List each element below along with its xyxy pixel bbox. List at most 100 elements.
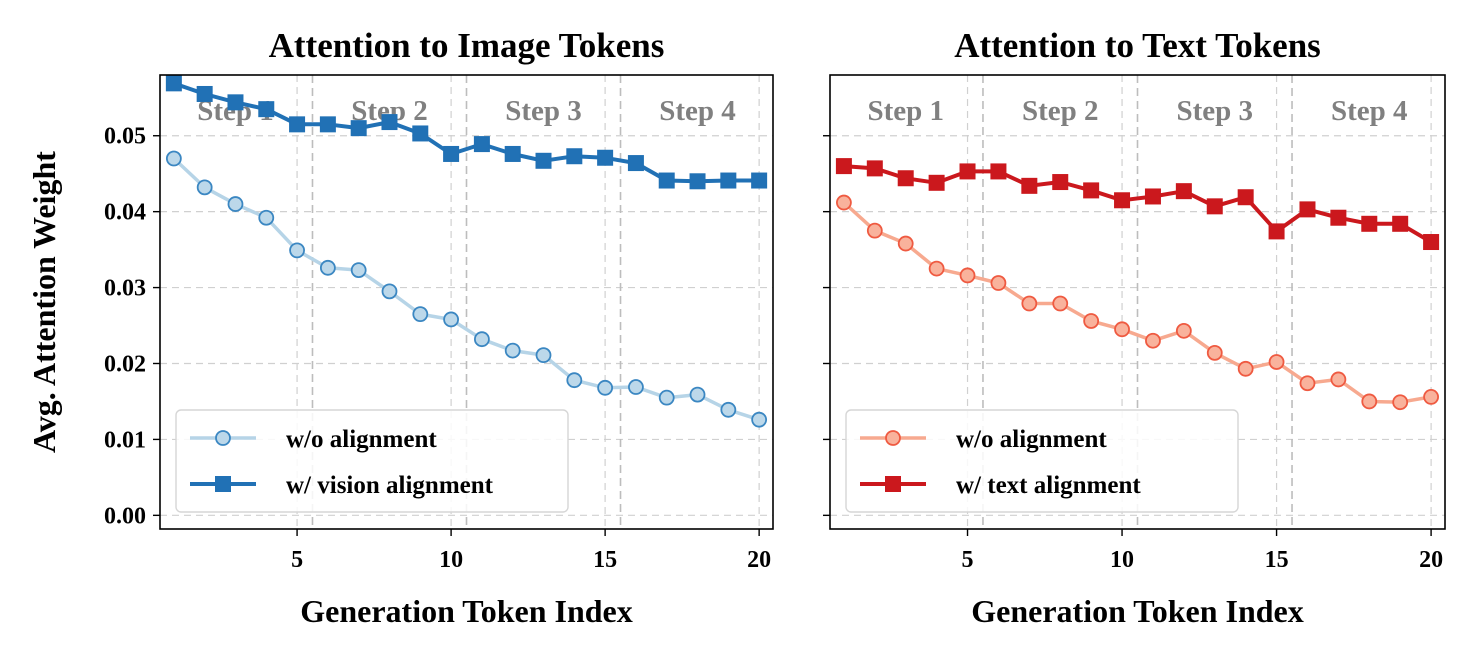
data-point <box>1021 295 1038 312</box>
data-point <box>928 260 945 277</box>
legend-box <box>175 409 569 513</box>
data-point <box>1237 189 1254 206</box>
data-point <box>897 170 914 187</box>
data-point <box>1052 295 1069 312</box>
data-point <box>381 283 398 300</box>
data-point <box>835 158 852 175</box>
data-point <box>751 172 768 189</box>
data-point <box>1361 393 1378 410</box>
data-point <box>1361 215 1378 232</box>
data-point <box>751 411 768 428</box>
y-tick-label: 0.01 <box>104 427 146 453</box>
data-point <box>412 306 429 323</box>
data-point <box>1114 192 1131 209</box>
data-point <box>990 163 1007 180</box>
data-point <box>412 125 429 142</box>
data-point <box>1237 360 1254 377</box>
legend-marker <box>215 476 231 492</box>
data-point <box>196 85 213 102</box>
data-point <box>381 114 398 131</box>
step-label: Step 3 <box>505 95 582 127</box>
series-circle <box>836 194 1439 411</box>
data-point <box>1392 215 1409 232</box>
y-tick-label: 0.03 <box>104 276 146 302</box>
data-point <box>720 401 737 418</box>
y-tick-label: 0.05 <box>104 124 146 150</box>
data-point <box>319 259 336 276</box>
series-square <box>165 75 768 190</box>
data-point <box>350 120 367 137</box>
x-axis-label: Generation Token Index <box>300 593 633 629</box>
data-point <box>1268 223 1285 240</box>
data-point <box>1423 388 1439 405</box>
step-label: Step 4 <box>1331 95 1408 127</box>
data-point <box>866 160 883 177</box>
axes-frame <box>829 74 1446 530</box>
legend-box <box>845 409 1239 513</box>
legend-label: w/o alignment <box>286 426 437 453</box>
data-point <box>597 379 614 396</box>
x-axis-label: Generation Token Index <box>971 593 1304 629</box>
series-circle <box>165 150 768 428</box>
data-point <box>535 347 552 364</box>
data-point <box>319 116 336 133</box>
x-tick-label: 15 <box>593 547 617 573</box>
chart-title: Attention to Image Tokens <box>269 26 665 65</box>
data-point <box>928 174 945 191</box>
data-point <box>959 163 976 180</box>
legend-label: w/ text alignment <box>956 472 1141 499</box>
data-point <box>474 331 490 348</box>
data-point <box>720 172 737 189</box>
chart-title: Attention to Text Tokens <box>954 26 1321 65</box>
data-point <box>990 275 1007 291</box>
data-point <box>836 194 852 211</box>
data-point <box>1175 322 1192 339</box>
step-label: Step 4 <box>659 95 736 127</box>
data-point <box>866 222 883 239</box>
data-point <box>1083 182 1100 199</box>
axes-frame <box>159 74 774 530</box>
data-point <box>1144 188 1161 205</box>
data-point <box>443 145 460 162</box>
data-point <box>258 209 275 226</box>
data-point <box>227 196 244 212</box>
step-label: Step 3 <box>1176 95 1253 127</box>
y-tick-label: 0.02 <box>104 351 146 377</box>
legend: w/o alignment w/ vision alignment <box>175 409 569 513</box>
data-point <box>1299 375 1316 392</box>
data-point <box>350 262 367 279</box>
data-point <box>535 152 552 169</box>
data-point <box>1145 332 1161 349</box>
data-point <box>628 379 644 395</box>
step-label: Step 2 <box>1022 95 1099 127</box>
legend-marker <box>885 476 901 492</box>
data-point <box>1392 394 1409 411</box>
data-point <box>897 235 914 252</box>
data-point <box>959 267 976 284</box>
data-point <box>473 136 490 153</box>
legend-marker <box>215 430 231 446</box>
data-point <box>566 372 583 389</box>
data-point <box>658 389 675 406</box>
x-tick-label: 15 <box>1265 547 1289 573</box>
series-square <box>835 158 1440 251</box>
data-point <box>1268 354 1285 370</box>
x-tick-label: 10 <box>1110 547 1134 573</box>
data-point <box>689 386 706 403</box>
data-point <box>1206 198 1223 215</box>
data-point <box>258 101 275 118</box>
y-tick-label: 0.04 <box>104 200 146 226</box>
data-point <box>1052 174 1069 191</box>
data-point <box>227 94 244 111</box>
data-point <box>504 145 521 162</box>
data-point <box>566 148 583 165</box>
data-point <box>196 179 213 196</box>
y-tick-label: 0.00 <box>104 503 146 529</box>
x-tick-label: 20 <box>747 547 771 573</box>
data-point <box>289 116 306 133</box>
data-point <box>443 311 459 328</box>
data-point <box>689 173 706 190</box>
data-point <box>597 149 614 166</box>
